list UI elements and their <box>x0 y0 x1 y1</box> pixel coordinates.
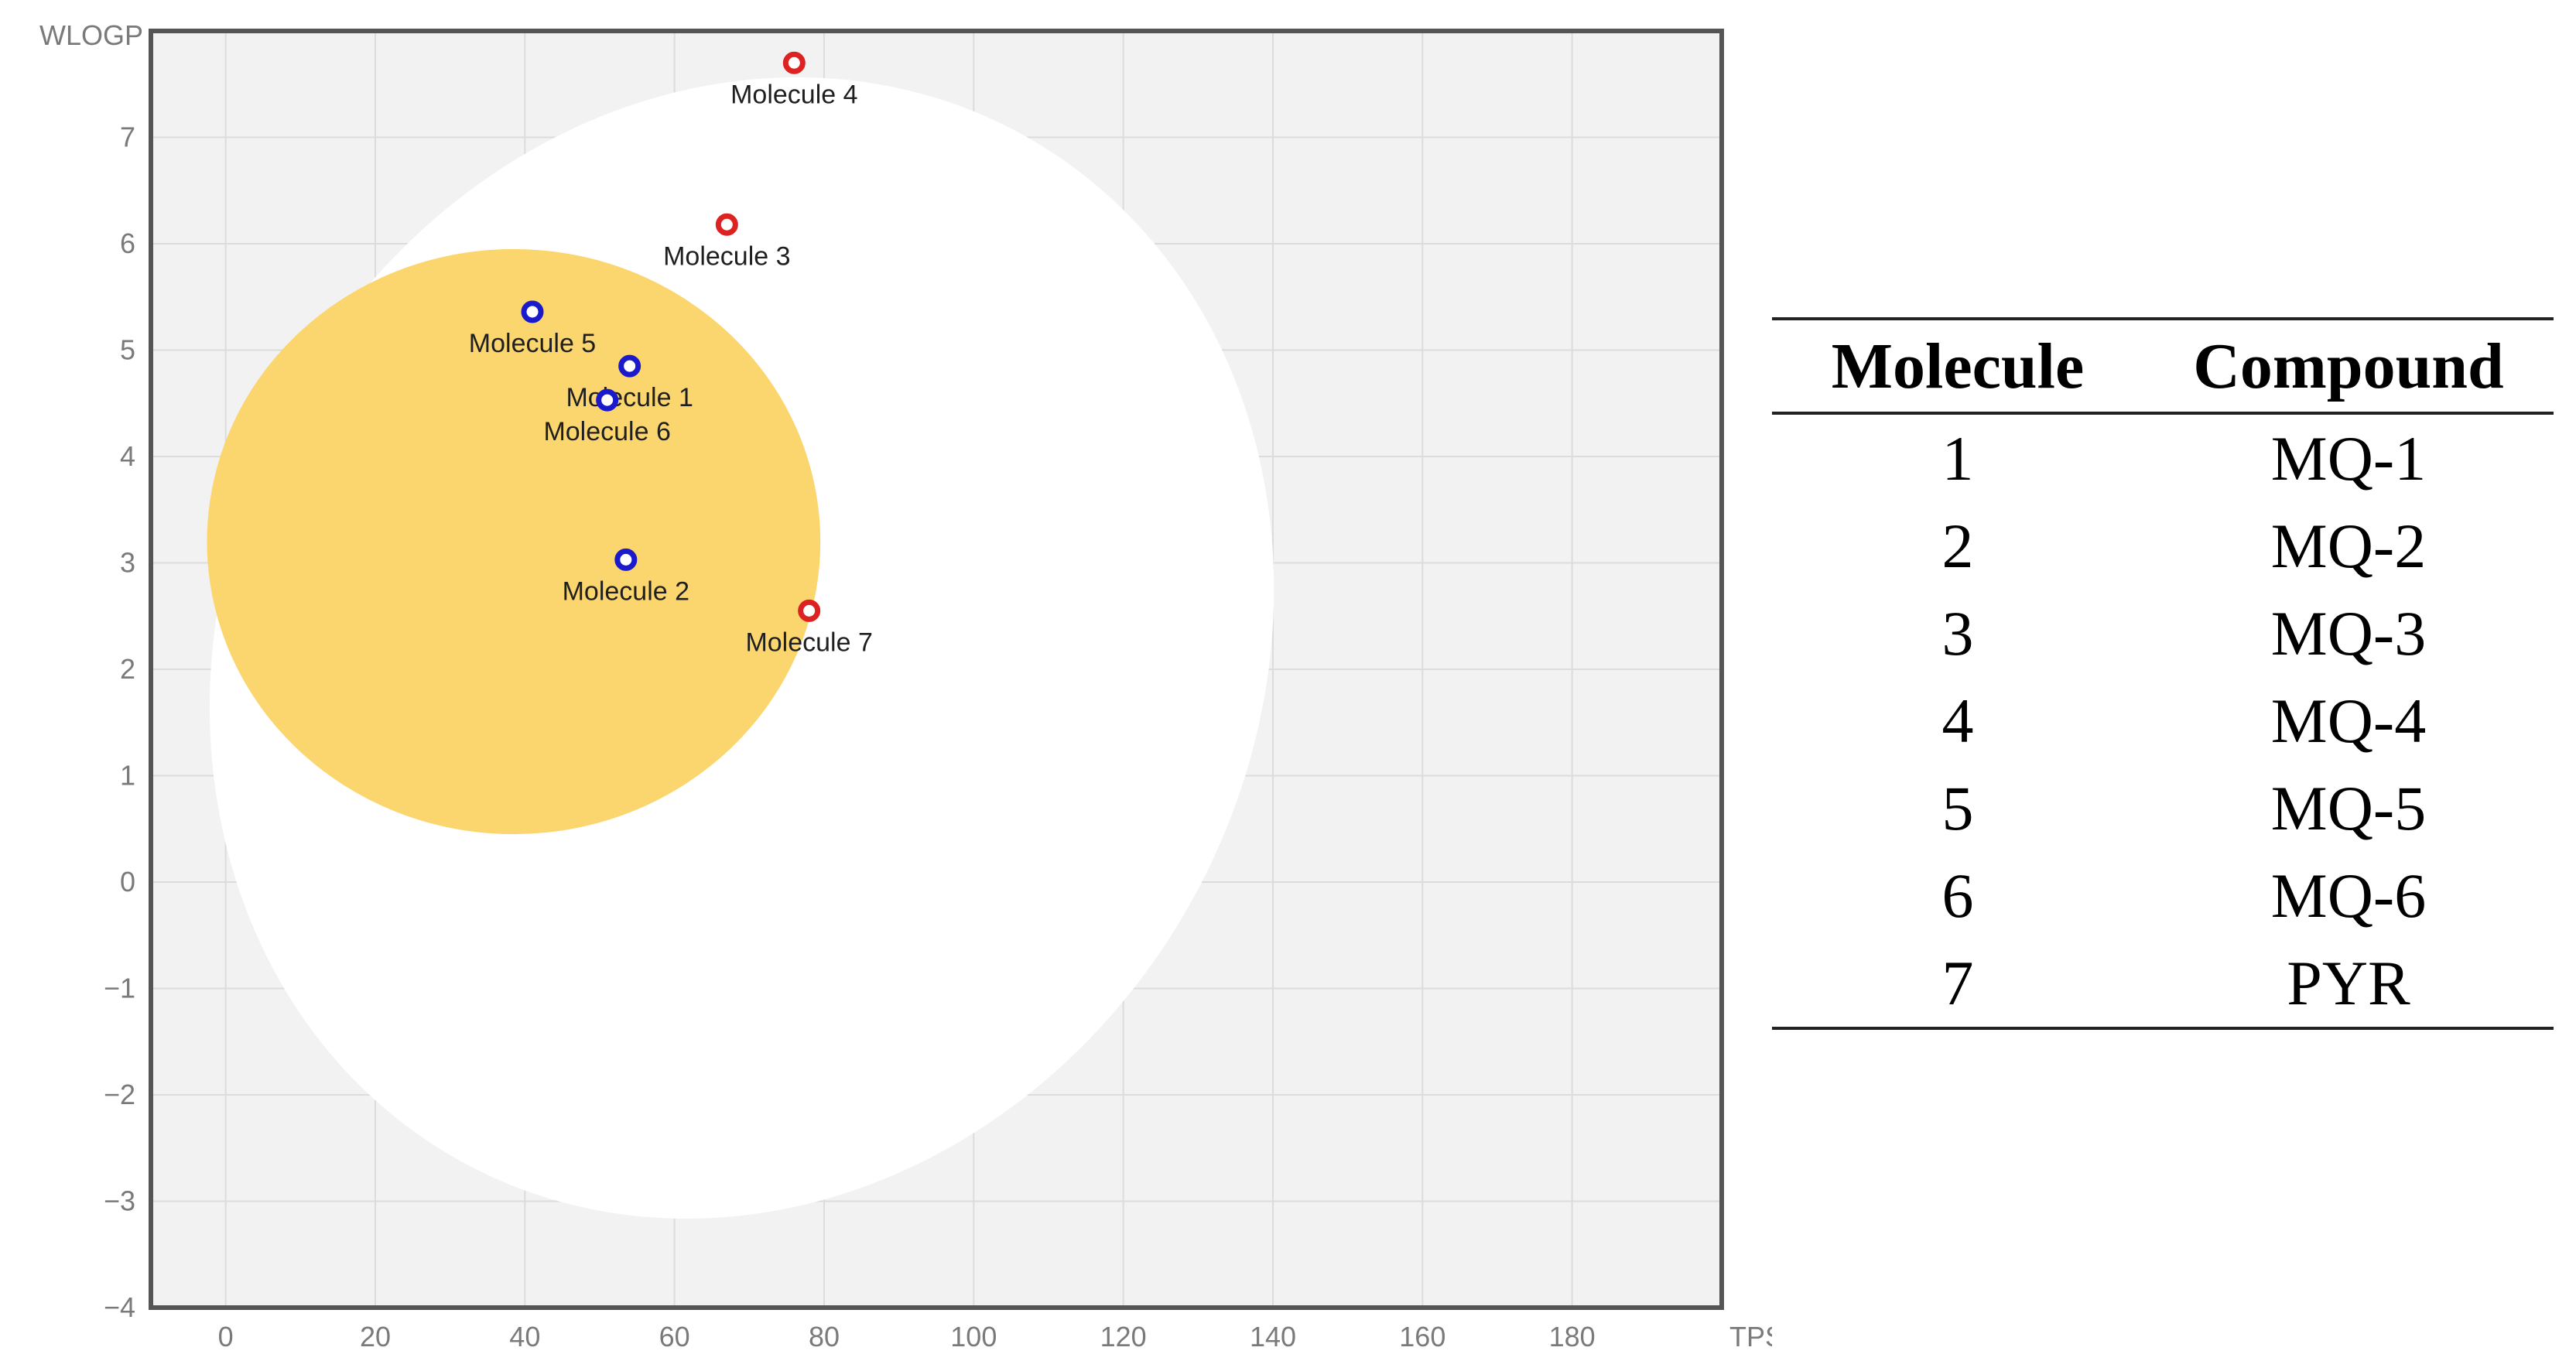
data-points: Molecule 1 Molecule 2 Molecule 3 Molecule 4… <box>469 51 873 657</box>
table-header-row: Molecule Compound <box>1772 317 2554 415</box>
table-row: 7 PYR <box>1772 939 2554 1030</box>
x-tick-label: 60 <box>659 1321 690 1352</box>
y-tick-label: 3 <box>120 547 135 579</box>
x-tick-label: 40 <box>509 1321 540 1352</box>
x-tick-label: 0 <box>218 1321 234 1352</box>
table-cell-compound: MQ-6 <box>2270 860 2427 931</box>
x-tick-label: 120 <box>1100 1321 1147 1352</box>
table-cell-compound: MQ-2 <box>2270 510 2427 581</box>
y-axis-label: WLOGP <box>39 19 143 51</box>
data-point <box>715 213 738 236</box>
table-cell-compound: MQ-3 <box>2270 597 2427 669</box>
point-label: Molecule 7 <box>745 627 872 657</box>
y-tick-label: 7 <box>120 121 135 153</box>
data-point <box>782 51 806 74</box>
table-row: 2 MQ-2 <box>1772 502 2554 590</box>
point-label: Molecule 1 <box>566 383 693 412</box>
y-tick-label: 6 <box>120 227 135 259</box>
yolk-region <box>207 248 821 835</box>
x-axis-label: TPSA <box>1729 1321 1772 1352</box>
data-point <box>618 354 641 378</box>
x-tick-label: 80 <box>809 1321 840 1352</box>
data-point <box>521 300 544 323</box>
y-tick-label: 0 <box>120 866 135 898</box>
x-tick-label: 20 <box>360 1321 391 1352</box>
boiled-egg-chart: 0 20 40 60 80 100 120 140 160 180 −4 −3 −2 −1 0 1 2 3 4 5 6 7… <box>39 19 1772 1353</box>
header-molecule: Molecule <box>1772 317 2143 415</box>
table-cell-compound: PYR <box>2143 939 2554 1030</box>
table-cell-molecule: 3 <box>1941 597 1974 669</box>
y-tick-label: 5 <box>120 334 135 366</box>
y-tick-label: −2 <box>104 1079 135 1110</box>
table-cell-compound: MQ-4 <box>2270 685 2427 756</box>
point-label: Molecule 4 <box>730 80 857 109</box>
axis-ticks: 0 20 40 60 80 100 120 140 160 180 −4 −3 −2 −1 0 1 2 3 4 5 6 7 <box>104 121 1596 1353</box>
table-row: 5 MQ-5 <box>1772 764 2554 852</box>
x-tick-label: 140 <box>1250 1321 1296 1352</box>
point-label: Molecule 2 <box>563 576 689 606</box>
egg-regions <box>207 77 1274 1219</box>
table-row: 4 MQ-4 <box>1772 677 2554 764</box>
table-cell-compound: MQ-1 <box>2270 422 2427 494</box>
x-tick-label: 100 <box>950 1321 997 1352</box>
header-compound: Compound <box>2143 317 2554 415</box>
data-point <box>614 548 638 571</box>
plot-frame <box>149 29 1724 1310</box>
table-cell-molecule: 2 <box>1941 510 1974 581</box>
y-tick-label: −1 <box>104 973 135 1004</box>
table-cell-molecule: 1 <box>1941 422 1974 494</box>
table-cell-molecule: 5 <box>1941 772 1974 843</box>
table-cell-compound: MQ-5 <box>2270 772 2427 843</box>
table-cell-molecule: 6 <box>1941 860 1974 931</box>
point-label: Molecule 3 <box>663 241 790 271</box>
table-cell-molecule: 4 <box>1941 685 1974 756</box>
y-tick-label: 1 <box>120 760 135 792</box>
x-tick-label: 180 <box>1549 1321 1596 1352</box>
table-row: 6 MQ-6 <box>1772 852 2554 939</box>
y-tick-label: −4 <box>104 1291 135 1323</box>
y-tick-label: −3 <box>104 1185 135 1217</box>
x-tick-label: 160 <box>1399 1321 1445 1352</box>
y-tick-label: 4 <box>120 440 135 472</box>
table-row: 3 MQ-3 <box>1772 590 2554 677</box>
point-label: Molecule 5 <box>469 329 596 358</box>
point-label: Molecule 6 <box>543 417 670 446</box>
molecule-compound-table: Molecule Compound 1 MQ-1 2 MQ-2 3 MQ-3 4… <box>1772 317 2554 1030</box>
data-point <box>798 599 821 622</box>
table-row: 1 MQ-1 <box>1772 413 2554 502</box>
table-cell-molecule: 7 <box>1772 939 2143 1030</box>
data-point <box>596 388 619 412</box>
y-tick-label: 2 <box>120 653 135 685</box>
